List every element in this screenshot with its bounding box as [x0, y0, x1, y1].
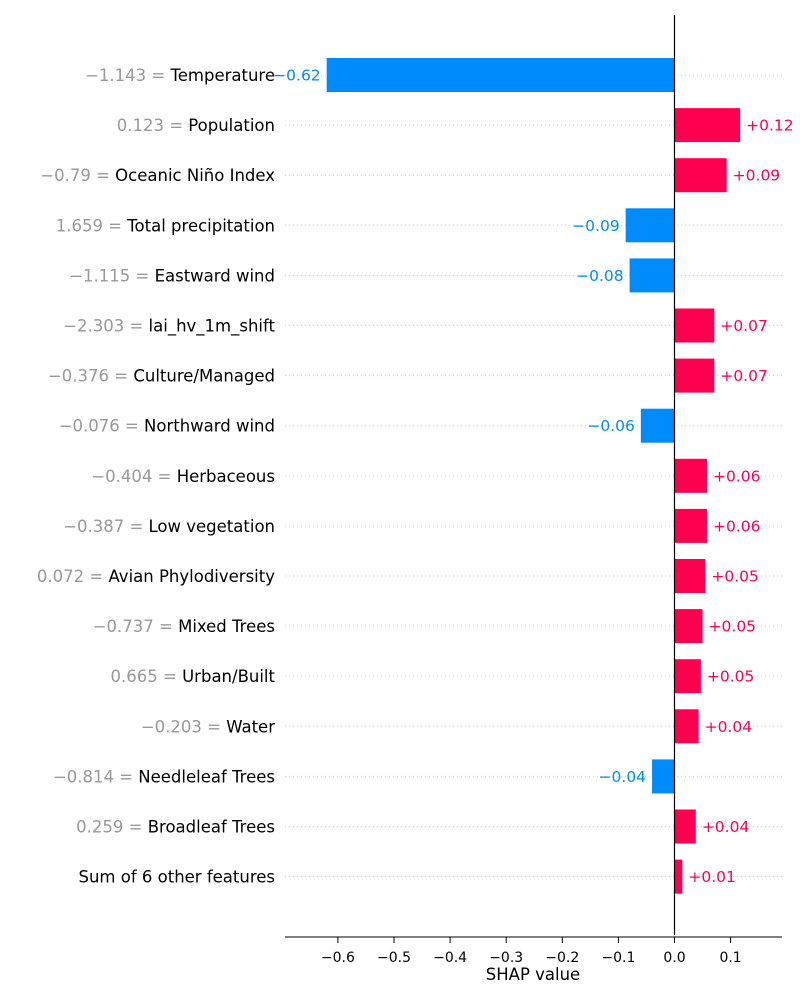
feature-value: 0.072 = [37, 567, 109, 586]
feature-name: Oceanic Niño Index [115, 166, 275, 185]
bar-value-label: +0.05 [707, 668, 755, 686]
feature-label: −1.143 = Temperature [85, 66, 275, 85]
x-tick-label: −0.4 [433, 950, 467, 966]
feature-label: 0.123 = Population [117, 116, 275, 135]
bar-value-label: +0.07 [720, 317, 768, 335]
bar-value-label: +0.06 [713, 467, 761, 485]
feature-name: Water [226, 717, 275, 736]
feature-value: −0.737 = [93, 617, 178, 636]
feature-label: −0.404 = Herbaceous [91, 467, 275, 486]
feature-labels: −1.143 = Temperature 0.123 = Population −0… [37, 66, 276, 887]
feature-name: Mixed Trees [178, 617, 275, 636]
feature-name: lai_hv_1m_shift [149, 317, 276, 337]
feature-name: Population [188, 116, 275, 135]
x-tick-label: 0.0 [663, 950, 685, 966]
bar-14 [674, 709, 699, 744]
feature-value: −2.303 = [63, 317, 148, 336]
bar-1 [326, 58, 675, 92]
feature-label: Sum of 6 other features [78, 868, 275, 887]
feature-label: 1.659 = Total precipitation [56, 216, 275, 235]
feature-name: Broadleaf Trees [148, 818, 275, 837]
x-tick-label: −0.5 [377, 950, 411, 966]
bar-value-label: +0.06 [713, 517, 761, 535]
bar-3 [674, 158, 727, 193]
feature-value: −0.404 = [91, 467, 176, 486]
feature-label: 0.072 = Avian Phylodiversity [37, 567, 275, 586]
feature-label: −0.376 = Culture/Managed [48, 367, 275, 386]
feature-value: 0.259 = [76, 818, 148, 837]
feature-name: Urban/Built [182, 667, 275, 686]
feature-label: −2.303 = lai_hv_1m_shift [63, 317, 275, 337]
feature-name: Needleleaf Trees [138, 767, 275, 786]
bar-2 [674, 108, 741, 143]
feature-value: −1.143 = [85, 66, 170, 85]
bar-16 [674, 809, 696, 844]
feature-label: −0.79 = Oceanic Niño Index [40, 166, 275, 185]
bar-9 [674, 458, 708, 493]
bar-value-label: +0.01 [688, 868, 736, 886]
feature-name: Low vegetation [149, 517, 275, 536]
bar-15 [652, 759, 675, 794]
feature-value: 1.659 = [56, 216, 128, 235]
bar-17 [674, 859, 683, 894]
feature-value: 0.123 = [117, 116, 189, 135]
bar-value-label: −0.06 [587, 417, 635, 435]
bar-7 [674, 358, 715, 393]
bar-value-label: +0.04 [702, 818, 750, 836]
feature-value: −0.376 = [48, 367, 133, 386]
bar-12 [674, 609, 703, 644]
feature-value: −0.076 = [59, 417, 144, 436]
bar-10 [674, 508, 708, 543]
feature-name: Sum of 6 other features [78, 868, 275, 887]
x-tick-label: −0.2 [545, 950, 579, 966]
feature-label: −0.814 = Needleleaf Trees [53, 767, 275, 786]
bar-value-label: −0.62 [273, 67, 321, 85]
x-axis: −0.6 −0.5 −0.4 −0.3 −0.2 −0.1 0.0 0.1 [285, 15, 782, 966]
gridlines [285, 74, 782, 878]
feature-value: −1.115 = [69, 266, 154, 285]
bar-value-label: +0.05 [711, 568, 759, 586]
feature-value: −0.814 = [53, 767, 138, 786]
bar-6 [674, 308, 715, 343]
bar-value-label: −0.09 [572, 217, 620, 235]
feature-value: 0.665 = [111, 667, 183, 686]
feature-name: Temperature [169, 66, 275, 85]
bars: −0.62 +0.12 +0.09 −0.09 −0.08 +0.07 +0.07 −0.06… [273, 58, 794, 894]
bar-value-label: −0.04 [599, 768, 647, 786]
feature-value: −0.203 = [141, 717, 226, 736]
feature-label: −0.387 = Low vegetation [63, 517, 275, 536]
feature-name: Northward wind [144, 417, 275, 436]
bar-value-label: +0.12 [746, 117, 794, 135]
bar-5 [629, 258, 675, 293]
bar-13 [674, 659, 701, 694]
x-axis-title: SHAP value [486, 965, 580, 984]
feature-name: Total precipitation [126, 216, 275, 235]
bar-value-label: +0.09 [733, 167, 781, 185]
feature-name: Culture/Managed [133, 367, 275, 386]
bar-8 [640, 408, 675, 443]
feature-label: 0.259 = Broadleaf Trees [76, 818, 275, 837]
x-tick-label: 0.1 [719, 950, 741, 966]
bar-value-label: +0.05 [709, 618, 757, 636]
feature-label: −0.076 = Northward wind [59, 417, 275, 436]
feature-label: −1.115 = Eastward wind [69, 266, 275, 285]
feature-name: Avian Phylodiversity [108, 567, 275, 586]
x-tick-label: −0.3 [489, 950, 523, 966]
bar-4 [625, 208, 675, 243]
bar-value-label: +0.07 [720, 367, 768, 385]
bar-11 [674, 559, 706, 593]
x-tick-label: −0.1 [601, 950, 635, 966]
feature-label: −0.737 = Mixed Trees [93, 617, 275, 636]
feature-label: −0.203 = Water [141, 717, 275, 736]
feature-label: 0.665 = Urban/Built [111, 667, 276, 686]
feature-name: Eastward wind [155, 266, 275, 285]
feature-value: −0.79 = [40, 166, 115, 185]
x-tick-label: −0.6 [321, 950, 355, 966]
bar-value-label: +0.04 [705, 718, 753, 736]
feature-value: −0.387 = [63, 517, 148, 536]
bar-value-label: −0.08 [576, 267, 624, 285]
feature-name: Herbaceous [177, 467, 275, 486]
